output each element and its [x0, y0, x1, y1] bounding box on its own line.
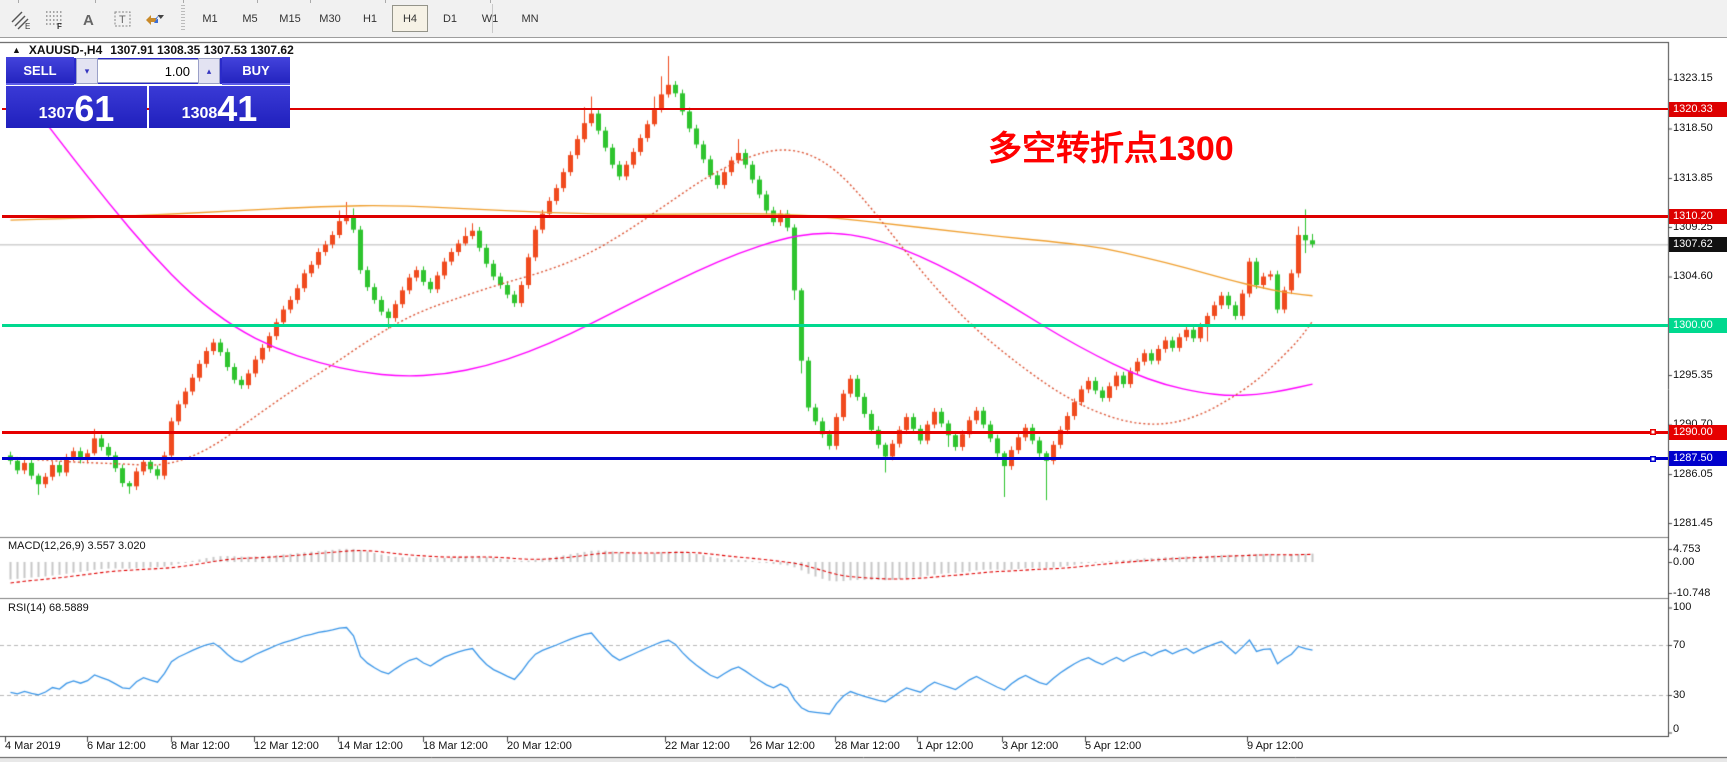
time-axis-label: 14 Mar 12:00: [338, 740, 403, 752]
hline-handle[interactable]: [1650, 429, 1656, 435]
time-axis-label: 4 Mar 2019: [5, 740, 61, 752]
sell-price-bigfigure: 1307: [38, 105, 75, 122]
price-badge-1290-00: 1290.00: [1669, 424, 1727, 440]
dock-separator-mark: [95, 0, 96, 3]
time-axis-label: 28 Mar 12:00: [835, 740, 900, 752]
price-axis-tick-label: 1313.85: [1673, 171, 1713, 184]
dock-separator-mark: [183, 0, 184, 3]
price-badge-1287-50: 1287.50: [1669, 451, 1727, 467]
buy-price-bigfigure: 1308: [181, 105, 218, 122]
macd-axis-label: 4.753: [1673, 542, 1701, 555]
hline-1300-00[interactable]: [2, 324, 1668, 327]
hline-1287-50[interactable]: [2, 457, 1668, 461]
tf-button-mn[interactable]: MN: [521, 12, 539, 25]
time-axis-label: 9 Apr 12:00: [1247, 740, 1304, 752]
price-axis-tick-label: 1323.15: [1673, 72, 1713, 85]
tf-button-h1[interactable]: H1: [362, 12, 378, 25]
macd-axis-label: 0.00: [1673, 555, 1695, 568]
tf-button-d1[interactable]: D1: [442, 12, 458, 25]
dock-separator-mark: [257, 0, 258, 3]
time-axis-label: 20 Mar 12:00: [507, 740, 572, 752]
price-axis-tick-label: 1318.50: [1673, 121, 1713, 134]
price-badge-1320-33: 1320.33: [1669, 101, 1727, 117]
tf-button-m5[interactable]: M5: [242, 12, 258, 25]
rsi-axis-label: 70: [1673, 638, 1686, 651]
text-box-button[interactable]: T: [108, 5, 138, 32]
toolbar-separator: [492, 4, 493, 33]
rsi-axis-label: 100: [1673, 601, 1692, 613]
svg-text:E: E: [25, 22, 30, 30]
tf-button-h4[interactable]: H4: [392, 5, 428, 32]
volume-increase-button[interactable]: ▴: [198, 58, 220, 84]
timeframe-toolbar: M1 M5 M15 M30 H1 H4 D1 W1 MN: [192, 5, 548, 32]
macd-axis-label: -10.748: [1673, 586, 1711, 599]
rsi-axis-label: 30: [1673, 688, 1686, 701]
price-badge-1310-20: 1310.20: [1669, 209, 1727, 225]
time-axis-label: 5 Apr 12:00: [1085, 740, 1142, 752]
tf-button-m1[interactable]: M1: [202, 12, 218, 25]
tf-button-m30[interactable]: M30: [319, 12, 341, 25]
hline-1310-20[interactable]: [2, 215, 1668, 219]
hline-1320-33[interactable]: [2, 108, 1668, 110]
svg-text:F: F: [57, 22, 62, 30]
one-click-trading-panel: SELL ▾ 1.00 ▴ BUY 1307 61 1308 41: [6, 57, 290, 128]
time-axis-label: 18 Mar 12:00: [423, 740, 488, 752]
price-axis-tick-label: 1286.05: [1673, 467, 1713, 480]
chart-symbol-label: XAUUSD-,H4: [28, 43, 103, 57]
rsi-label: RSI(14) 68.5889: [8, 602, 89, 614]
price-axis-tick-label: 1304.60: [1673, 270, 1713, 283]
time-axis-label: 3 Apr 12:00: [1002, 740, 1059, 752]
volume-input[interactable]: 1.00: [98, 59, 198, 83]
dock-separator-mark: [490, 0, 491, 3]
collapse-triangle-icon[interactable]: ▲: [12, 45, 21, 55]
buy-price-pips: 41: [217, 87, 258, 129]
equidistant-channel-button[interactable]: E: [6, 5, 36, 32]
volume-decrease-button[interactable]: ▾: [76, 58, 98, 84]
svg-text:A: A: [83, 12, 94, 29]
price-axis-tick-label: 1281.45: [1673, 516, 1713, 529]
top-toolbar: E F A T M1 M5 M15 M30 H1 H4 D1 W1 MN: [0, 0, 1727, 38]
hline-handle[interactable]: [1650, 455, 1656, 462]
dock-separator-mark: [385, 0, 386, 3]
buy-price-display[interactable]: 1308 41: [149, 86, 290, 128]
sell-button[interactable]: SELL: [6, 57, 74, 85]
time-axis-label: 12 Mar 12:00: [254, 740, 319, 752]
price-badge-1300-00: 1300.00: [1669, 318, 1727, 333]
current-price-badge: 1307.62: [1669, 236, 1727, 252]
time-axis-label: 1 Apr 12:00: [917, 740, 974, 752]
time-axis-label: 8 Mar 12:00: [171, 740, 230, 752]
dock-separator-mark: [18, 0, 19, 3]
toolbar-grip[interactable]: [181, 5, 185, 32]
text-label-button[interactable]: A: [74, 5, 104, 32]
tf-button-m15[interactable]: M15: [279, 12, 301, 25]
chart-text-annotation[interactable]: 多空转折点1300: [988, 130, 1234, 168]
buy-button[interactable]: BUY: [222, 57, 290, 85]
sell-price-pips: 61: [74, 87, 115, 129]
price-axis-tick-label: 1295.35: [1673, 368, 1713, 381]
rsi-axis-label: 0: [1673, 722, 1680, 735]
chart-ohlc-values: 1307.91 1308.35 1307.53 1307.62: [110, 43, 294, 57]
sell-price-display[interactable]: 1307 61: [6, 86, 147, 128]
time-axis-label: 6 Mar 12:00: [87, 740, 146, 752]
hline-1290-00[interactable]: [2, 430, 1668, 434]
time-axis-label: 26 Mar 12:00: [750, 740, 815, 752]
dock-separator-mark: [310, 0, 311, 3]
time-axis-label: 22 Mar 12:00: [665, 740, 730, 752]
chart-title: ▲ XAUUSD-,H4 1307.91 1308.35 1307.53 130…: [12, 43, 294, 57]
macd-label: MACD(12,26,9) 3.557 3.020: [8, 540, 146, 552]
svg-text:T: T: [119, 14, 126, 26]
fibonacci-retracement-button[interactable]: F: [40, 5, 70, 32]
arrow-tools-button[interactable]: [142, 5, 172, 32]
tf-button-w1[interactable]: W1: [481, 12, 499, 25]
